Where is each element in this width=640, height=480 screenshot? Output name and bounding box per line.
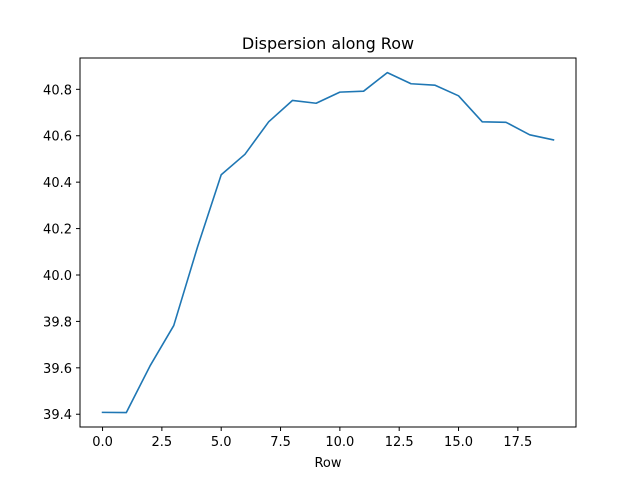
- x-axis-label: Row: [314, 456, 341, 471]
- series-line: [101, 71, 555, 414]
- x-tick-label: 2.5: [152, 435, 173, 450]
- x-tick-label: 7.5: [270, 435, 291, 450]
- plot-area: [80, 58, 576, 427]
- chart-title: Dispersion along Row: [242, 34, 414, 53]
- x-tick-label: 5.0: [211, 435, 232, 450]
- x-tick-label: 0.0: [92, 435, 113, 450]
- y-tick-label: 40.6: [43, 130, 72, 145]
- y-tick-label: 39.6: [43, 362, 72, 377]
- y-tick-label: 39.4: [43, 408, 72, 423]
- y-tick-label: 40.2: [43, 223, 72, 238]
- x-tick-label: 12.5: [385, 435, 414, 450]
- y-tick-label: 40.0: [43, 269, 72, 284]
- x-tick-label: 17.5: [503, 435, 532, 450]
- x-tick-label: 10.0: [325, 435, 354, 450]
- plot-frame: [79, 57, 577, 428]
- x-tick-label: 15.0: [444, 435, 473, 450]
- y-tick-label: 40.8: [43, 83, 72, 98]
- y-tick-label: 40.4: [43, 176, 72, 191]
- y-tick-label: 39.8: [43, 315, 72, 330]
